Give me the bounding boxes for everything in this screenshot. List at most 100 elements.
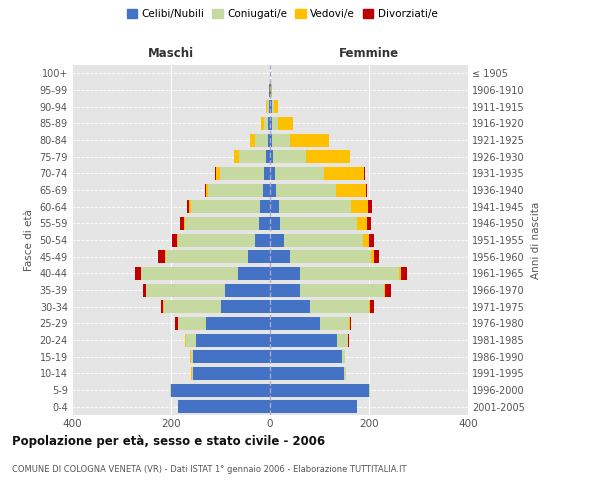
Bar (267, 100, 269, 113)
Bar (158, 250, 165, 263)
Bar (171, 384, 270, 396)
Legend: Celibi/Nubili, Coniugati/e, Vedovi/e, Divorziati/e: Celibi/Nubili, Coniugati/e, Vedovi/e, Di… (122, 5, 442, 24)
Bar (193, 367, 270, 380)
Bar (234, 150, 239, 163)
Bar (290, 250, 371, 263)
Bar (270, 150, 274, 163)
Bar (384, 284, 385, 296)
Bar (385, 284, 391, 296)
Bar (270, 100, 272, 113)
Bar (187, 200, 190, 213)
Bar (270, 184, 277, 196)
Bar (266, 100, 267, 113)
Bar (305, 150, 350, 163)
Y-axis label: Fasce di età: Fasce di età (24, 209, 34, 271)
Bar (191, 350, 193, 363)
Bar (365, 184, 367, 196)
Text: Popolazione per età, sesso e stato civile - 2006: Popolazione per età, sesso e stato civil… (12, 435, 325, 448)
Bar (325, 167, 364, 180)
Bar (374, 250, 379, 263)
Bar (196, 334, 270, 346)
Bar (238, 267, 270, 280)
Bar (266, 150, 270, 163)
Bar (274, 100, 278, 113)
Bar (260, 200, 270, 213)
Bar (401, 267, 407, 280)
Bar (143, 284, 146, 296)
Bar (248, 250, 270, 263)
Bar (368, 200, 372, 213)
Bar (186, 334, 196, 346)
Bar (205, 184, 206, 196)
Bar (146, 284, 226, 296)
Bar (310, 300, 369, 313)
Bar (175, 317, 178, 330)
Bar (191, 200, 260, 213)
Bar (369, 234, 374, 246)
Bar (371, 250, 374, 263)
Bar (356, 217, 367, 230)
Bar (135, 267, 141, 280)
Bar (336, 184, 365, 196)
Bar (185, 217, 259, 230)
Bar (274, 150, 305, 163)
Bar (193, 350, 270, 363)
Bar (239, 150, 266, 163)
Bar (369, 300, 370, 313)
Bar (221, 300, 270, 313)
Bar (178, 400, 270, 413)
Bar (275, 167, 325, 180)
Bar (270, 350, 342, 363)
Bar (165, 250, 166, 263)
Y-axis label: Anni di nascita: Anni di nascita (530, 202, 541, 278)
Bar (270, 250, 290, 263)
Bar (270, 384, 369, 396)
Bar (184, 217, 185, 230)
Bar (270, 84, 271, 96)
Bar (272, 134, 290, 146)
Bar (166, 250, 248, 263)
Bar (270, 400, 356, 413)
Bar (261, 117, 263, 130)
Bar (363, 234, 369, 246)
Bar (370, 300, 374, 313)
Bar (255, 234, 270, 246)
Bar (180, 217, 184, 230)
Bar (270, 334, 337, 346)
Bar (268, 117, 270, 130)
Bar (208, 184, 263, 196)
Text: Maschi: Maschi (148, 47, 194, 60)
Bar (369, 384, 370, 396)
Bar (226, 284, 270, 296)
Bar (279, 200, 350, 213)
Bar (337, 334, 348, 346)
Bar (320, 317, 349, 330)
Bar (178, 317, 206, 330)
Bar (270, 267, 300, 280)
Bar (272, 100, 274, 113)
Bar (268, 134, 270, 146)
Bar (170, 384, 171, 396)
Bar (290, 134, 329, 146)
Bar (269, 84, 270, 96)
Bar (284, 234, 363, 246)
Bar (264, 167, 270, 180)
Bar (367, 217, 371, 230)
Bar (280, 217, 356, 230)
Bar (398, 267, 401, 280)
Bar (220, 167, 264, 180)
Bar (364, 167, 365, 180)
Bar (192, 367, 193, 380)
Text: Femmine: Femmine (339, 47, 399, 60)
Bar (164, 300, 221, 313)
Bar (350, 200, 368, 213)
Bar (250, 134, 255, 146)
Bar (206, 184, 208, 196)
Bar (206, 317, 270, 330)
Bar (270, 317, 320, 330)
Bar (270, 234, 284, 246)
Bar (277, 184, 336, 196)
Bar (215, 167, 220, 180)
Bar (300, 267, 398, 280)
Bar (270, 167, 275, 180)
